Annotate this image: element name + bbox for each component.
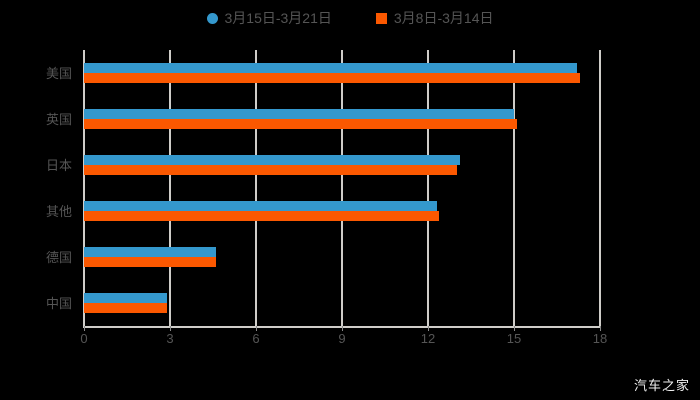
y-axis-category-label: 美国 (45, 66, 72, 81)
bar-1[interactable] (84, 119, 517, 129)
legend-item-series-1[interactable]: 3月8日-3月14日 (375, 10, 494, 26)
y-axis-category-label: 德国 (45, 250, 72, 265)
x-axis-tick-label: 12 (420, 331, 436, 346)
chart-legend: 3月15日-3月21日 3月8日-3月14日 (0, 6, 700, 30)
gridline-x (513, 50, 515, 326)
bar-0[interactable] (84, 109, 514, 119)
y-axis-category-label: 英国 (45, 112, 72, 127)
x-axis-tick (342, 326, 343, 331)
watermark-label: 汽车之家 (633, 378, 690, 393)
bar-0[interactable] (84, 293, 168, 303)
plot-area: 0 3 6 9 12 15 18 美国英国日本其他德国中国 (46, 50, 607, 345)
y-axis-category-label: 日本 (45, 158, 72, 173)
legend-label-series-1: 3月8日-3月14日 (393, 10, 494, 26)
x-axis-tick-label: 9 (338, 331, 346, 346)
legend-marker-square-icon (375, 12, 387, 24)
bar-0[interactable] (84, 247, 216, 257)
x-axis-tick (84, 326, 85, 331)
bar-1[interactable] (84, 73, 580, 83)
x-axis-tick (170, 326, 171, 331)
gridline-x (427, 50, 429, 326)
y-axis-line (83, 50, 85, 326)
gridline-x (341, 50, 343, 326)
legend-label-series-0: 3月15日-3月21日 (224, 10, 332, 26)
bar-1[interactable] (84, 165, 457, 175)
bar-group: 日本 (46, 155, 600, 175)
y-axis-category-label: 中国 (45, 296, 72, 311)
bar-group: 其他 (46, 201, 600, 221)
bar-1[interactable] (84, 303, 168, 313)
x-axis-tick-label: 3 (166, 331, 174, 346)
bar-group: 美国 (46, 63, 600, 83)
x-axis-tick (514, 326, 515, 331)
x-axis-tick-label: 6 (252, 331, 260, 346)
x-axis-tick (600, 326, 601, 331)
bar-group: 德国 (46, 247, 600, 267)
x-axis-tick (256, 326, 257, 331)
gridline-x (255, 50, 257, 326)
x-axis-tick-label: 18 (592, 331, 608, 346)
bar-0[interactable] (84, 63, 578, 73)
gridline-x (599, 50, 601, 326)
gridline-x (169, 50, 171, 326)
x-axis-tick-label: 0 (80, 331, 88, 346)
bar-0[interactable] (84, 201, 437, 211)
bar-1[interactable] (84, 257, 216, 267)
legend-item-series-0[interactable]: 3月15日-3月21日 (206, 10, 332, 26)
bar-0[interactable] (84, 155, 460, 165)
legend-marker-circle-icon (206, 12, 218, 24)
x-axis-tick-label: 15 (506, 331, 522, 346)
x-axis-tick (428, 326, 429, 331)
bar-group: 英国 (46, 109, 600, 129)
bar-1[interactable] (84, 211, 440, 221)
y-axis-category-label: 其他 (45, 204, 72, 219)
bar-group: 中国 (46, 293, 600, 313)
